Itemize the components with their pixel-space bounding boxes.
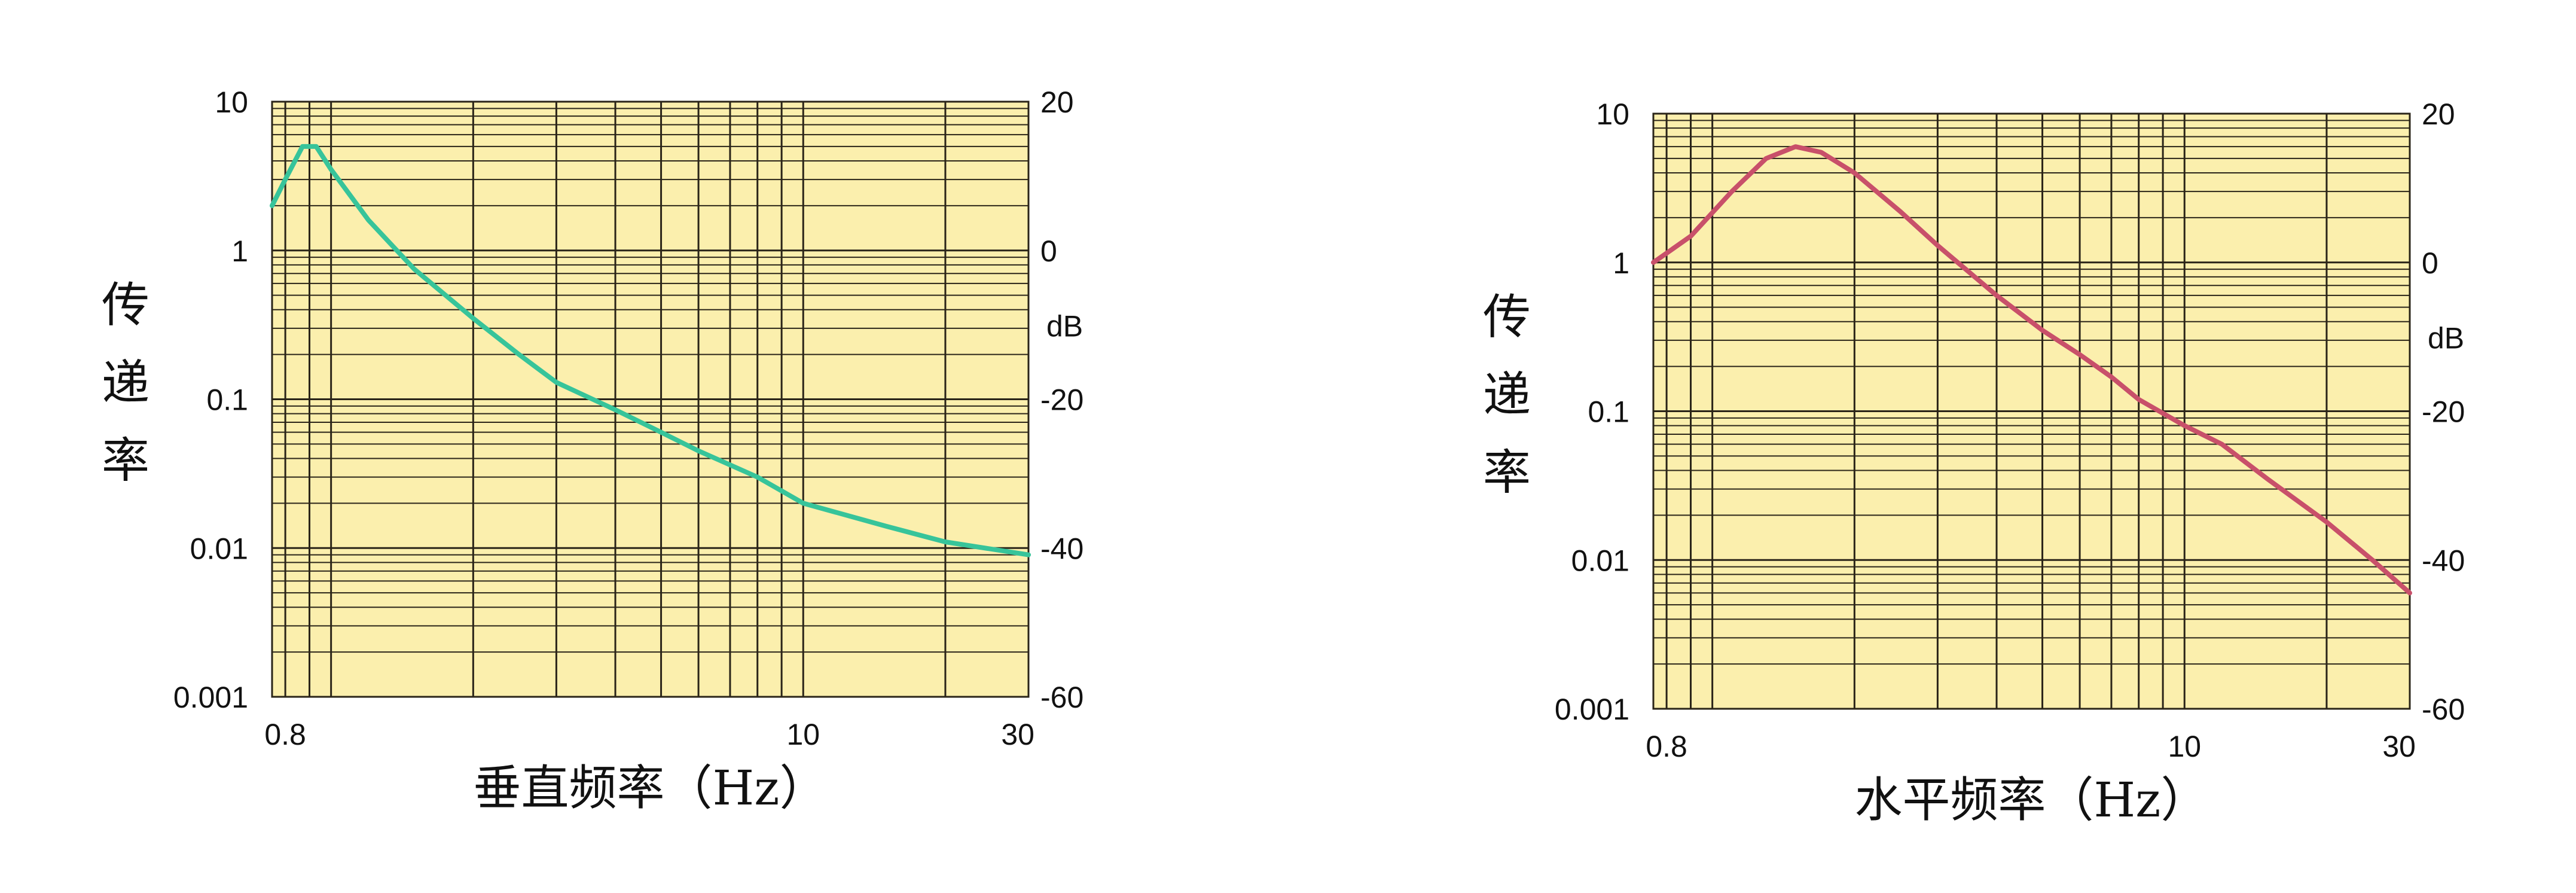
y2-tick-label: -40 xyxy=(2422,544,2465,577)
series-line xyxy=(1651,144,2412,596)
y2-tick-label: 20 xyxy=(1040,86,1074,119)
x-tick-label: 10 xyxy=(2168,730,2201,763)
y2-tick-label: -60 xyxy=(2422,693,2465,726)
y2-tick-label: -40 xyxy=(1040,532,1083,565)
y-tick-label: 0.1 xyxy=(206,383,248,417)
series-line xyxy=(270,144,1031,557)
y2-tick-label: 0 xyxy=(2422,246,2438,280)
y2-tick-label: -20 xyxy=(1040,383,1083,417)
y-tick-label: 1 xyxy=(1613,246,1629,280)
x-tick-label: 10 xyxy=(786,718,820,751)
horizontal-chart: 10 1 0.1 0.01 0.001 20 0 -20 -40 -60 0.8 10 30 水平频率（H… xyxy=(1483,97,2465,828)
y-tick-label: 1 xyxy=(231,234,248,268)
horizontal-gridlines xyxy=(272,108,1028,698)
x-axis-label: 垂直频率（Hz） xyxy=(474,760,828,816)
x-tick-label: 0.8 xyxy=(264,718,306,751)
y-tick-label: 0.001 xyxy=(173,681,248,714)
y-tick-label: 10 xyxy=(215,86,248,119)
y-axis-label: 传递率 xyxy=(102,278,149,489)
y2-axis-label: dB xyxy=(1046,310,1083,343)
vertical-chart: 10 1 0.1 0.01 0.001 20 0 -20 -40 -60 0.8 10 30 垂直频率（H… xyxy=(102,86,1083,816)
y-tick-label: 10 xyxy=(1596,97,1629,131)
y2-tick-label: 0 xyxy=(1040,234,1057,268)
y-tick-label: 0.01 xyxy=(1571,544,1629,577)
y-tick-label: 0.1 xyxy=(1588,395,1629,429)
x-tick-label: 0.8 xyxy=(1646,730,1687,763)
y2-tick-label: -20 xyxy=(2422,395,2465,429)
plot-frame xyxy=(271,100,1030,698)
x-tick-label: 30 xyxy=(1001,718,1034,751)
x-axis-label: 水平频率（Hz） xyxy=(1855,772,2209,828)
x-tick-label: 30 xyxy=(2382,730,2416,763)
y2-tick-label: -60 xyxy=(1040,681,1083,714)
plot-frame xyxy=(1652,112,2411,710)
y-tick-label: 0.01 xyxy=(190,532,248,565)
y-tick-label: 0.001 xyxy=(1555,693,1629,726)
y2-tick-label: 20 xyxy=(2422,97,2455,131)
y-axis-label: 传递率 xyxy=(1483,289,1531,501)
y2-axis-label: dB xyxy=(2428,322,2464,355)
